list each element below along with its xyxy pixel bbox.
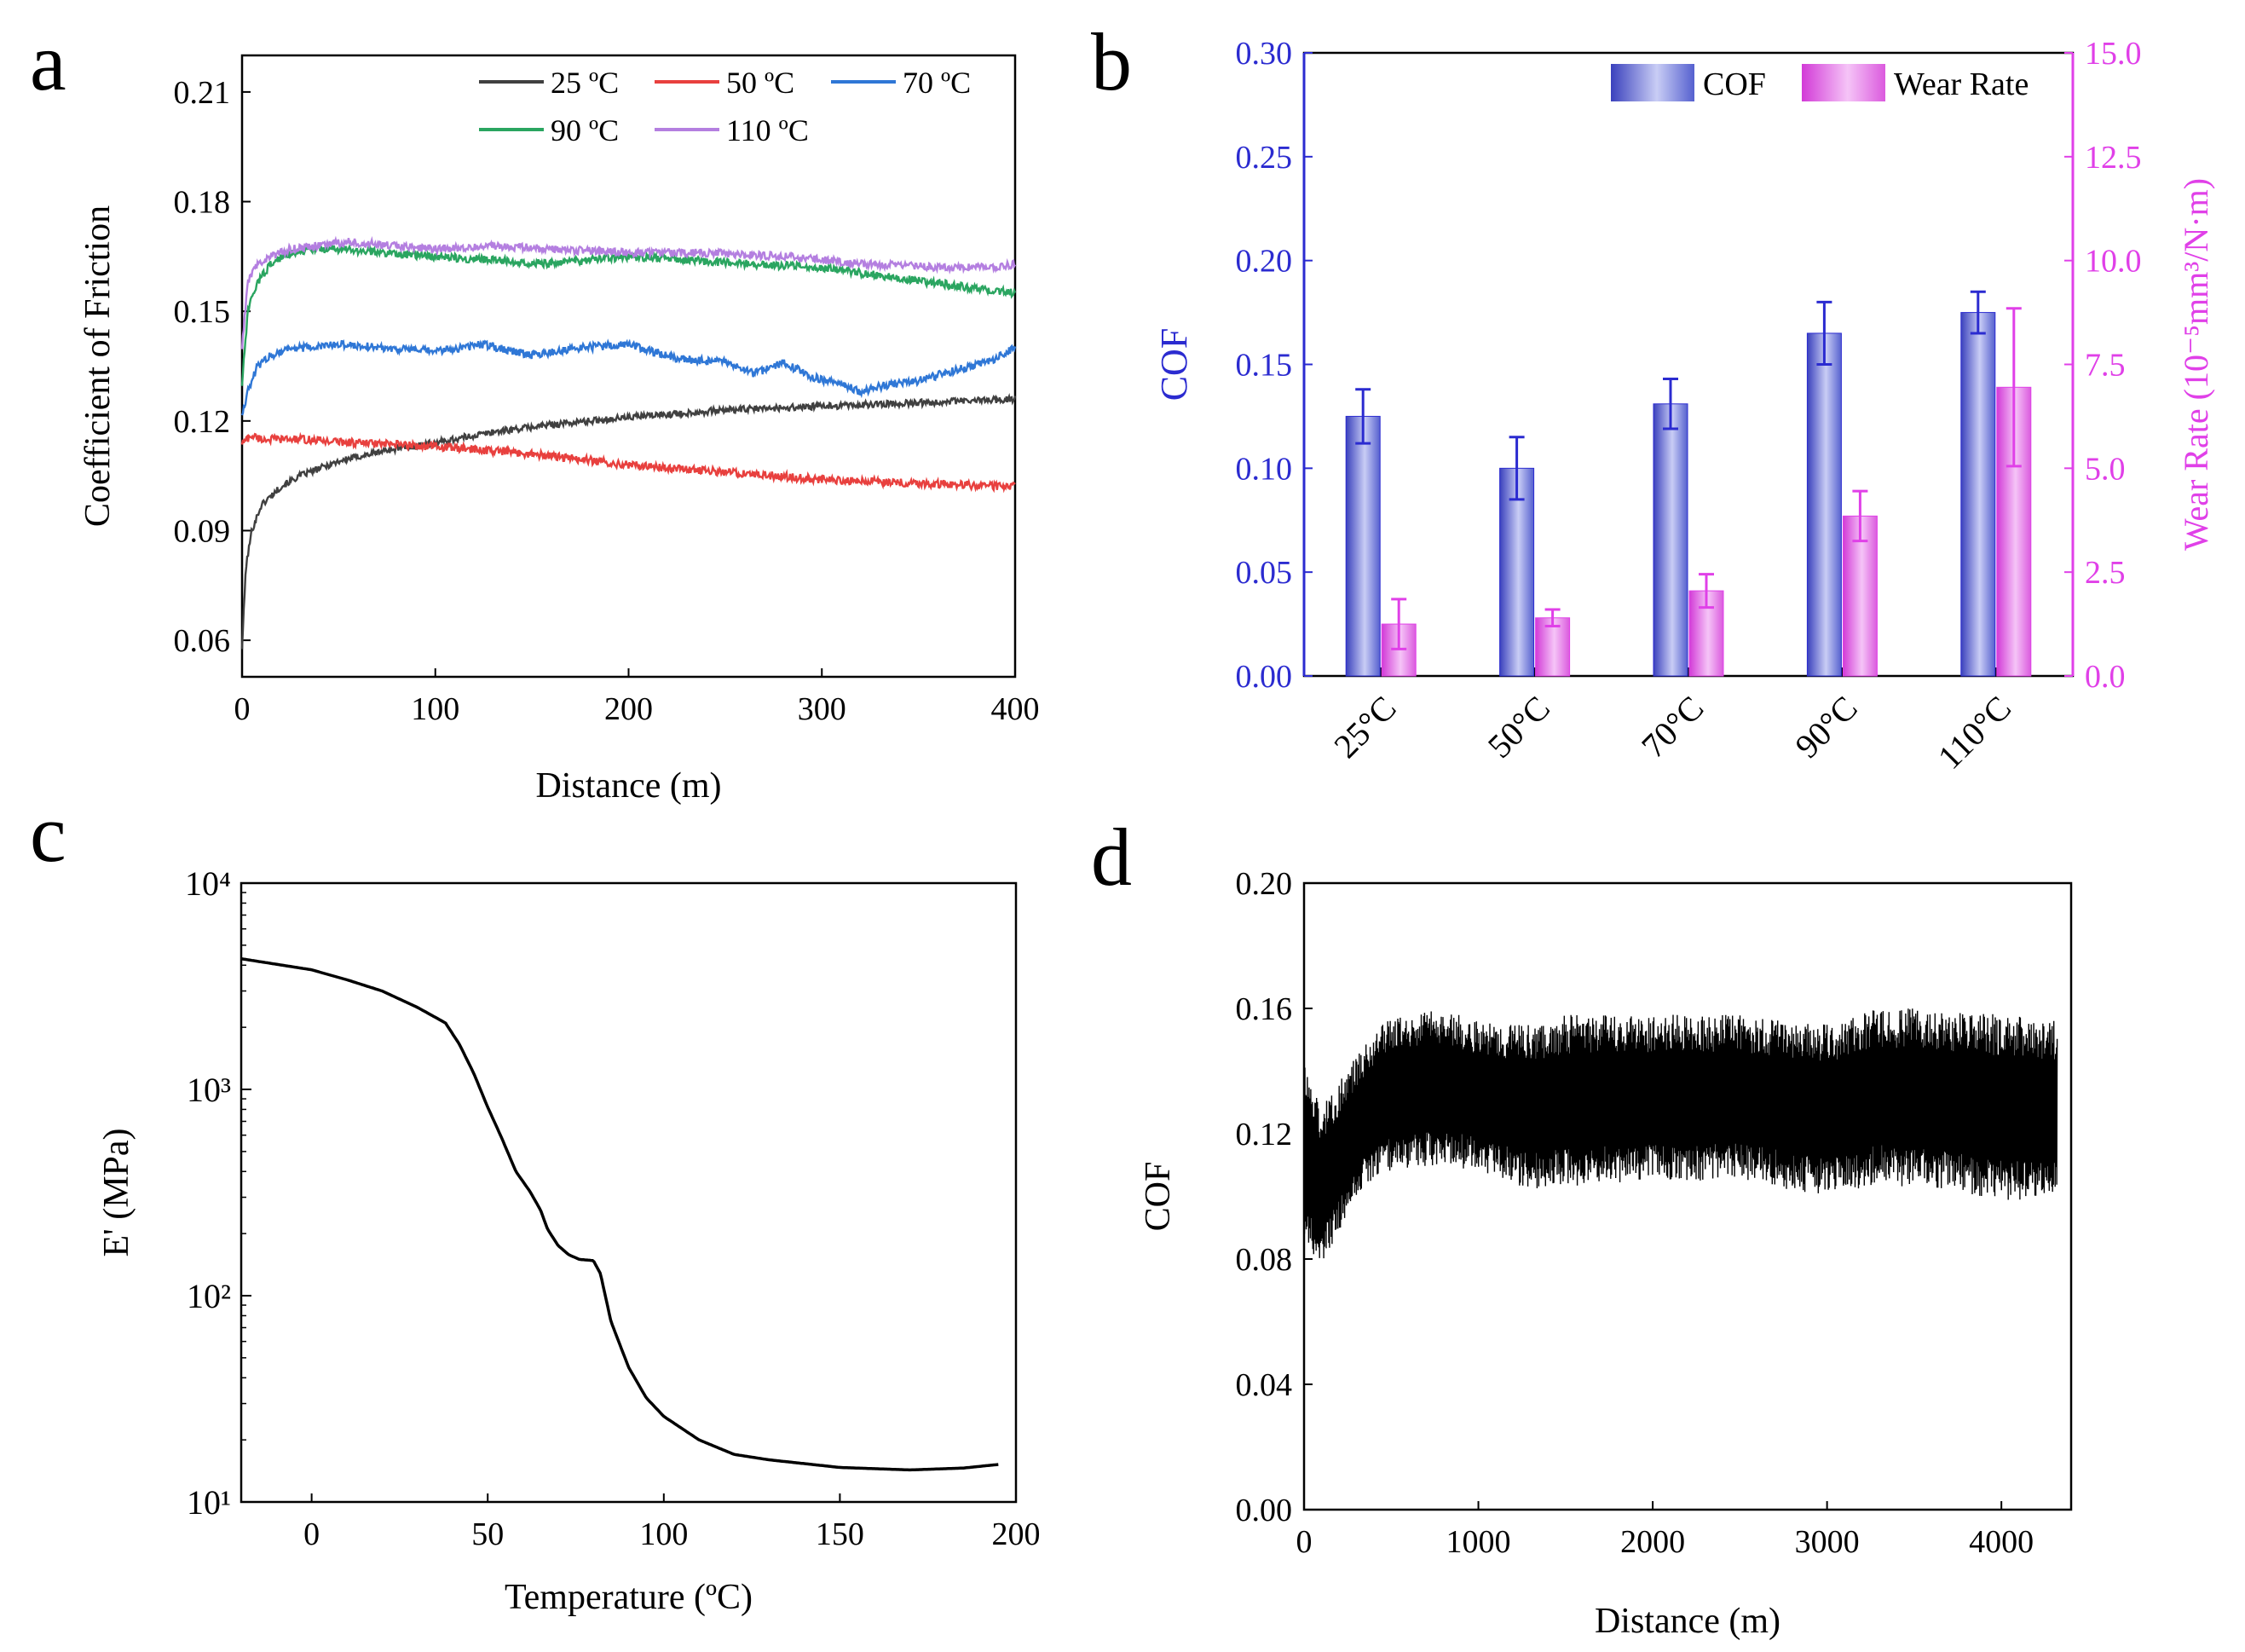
- panel-c-x-tick-label: 50: [471, 1516, 504, 1552]
- panel-label-a: a: [30, 16, 66, 107]
- panel-a-x-tick-label: 200: [604, 691, 653, 727]
- panel-a-legend-label-3: 90 ºC: [551, 113, 619, 147]
- panel-c-y-tick-label: 10¹: [187, 1483, 231, 1522]
- panel-a-series-line-1: [240, 431, 1016, 494]
- panel-c-y-tick-label: 10⁴: [185, 864, 231, 903]
- panel-b-bar-cof: [1960, 312, 1996, 677]
- panel-b-bar-wear-rate: [1535, 617, 1571, 677]
- panel-b-y-tick-label: 0.15: [1236, 348, 1293, 384]
- panel-a-series-line-4: [240, 235, 1017, 349]
- panel-d-series-line: [1303, 1008, 2058, 1259]
- panel-a-x-axis-label: Distance (m): [535, 766, 721, 806]
- panel-d-y-tick-label: 0.12: [1236, 1117, 1293, 1152]
- panel-b-bar-cof: [1345, 415, 1381, 677]
- panel-b-y-tick-label: 0.10: [1236, 451, 1293, 487]
- panel-b-x-tick-label: 70°C: [1634, 689, 1711, 765]
- panel-label-c: c: [30, 788, 66, 879]
- panel-a-legend-label-1: 50 ºC: [726, 66, 794, 100]
- panel-b-y2-tick-label: 0.0: [2085, 659, 2126, 695]
- panel-c-x-tick-label: 150: [816, 1516, 864, 1552]
- panel-b-y-tick-label: 0.25: [1236, 140, 1293, 176]
- panel-d-y-axis-label: COF: [1139, 1162, 1178, 1232]
- panel-b-bar-cof: [1806, 332, 1842, 677]
- panel-a-y-tick-label: 0.21: [174, 75, 231, 111]
- panel-a-y-tick-label: 0.09: [174, 513, 231, 549]
- panel-b-chart: 0.00 0.05 0.10 0.15 0.20 0.25 0.30 0.0 2.5 5.0 7.5…: [1153, 36, 2215, 777]
- panel-b-legend-swatch-wear-rate: [1802, 64, 1885, 101]
- panel-c-series-line: [240, 956, 999, 1472]
- panel-b-x-tick-label: 90°C: [1787, 689, 1864, 765]
- panel-b-y2-axis-label: Wear Rate (10⁻⁵mm³/N·m): [2177, 178, 2215, 551]
- panel-b-y2-tick-label: 7.5: [2085, 348, 2126, 384]
- panel-d-y-tick-label: 0.08: [1236, 1242, 1293, 1278]
- panel-b-x-tick-label: 25°C: [1326, 689, 1403, 765]
- panel-d-y-tick-label: 0.04: [1236, 1367, 1293, 1403]
- panel-b-y2-tick-label: 15.0: [2085, 36, 2142, 72]
- panel-d-y-tick-label: 0.00: [1236, 1493, 1293, 1528]
- panel-c-plot-frame: [240, 881, 1018, 1504]
- panel-b-y2-tick-label: 12.5: [2085, 140, 2142, 176]
- panel-a-x-tick-label: 300: [798, 691, 846, 727]
- panel-a-plot-frame: [240, 54, 1017, 679]
- panel-b-y-tick-label: 0.30: [1236, 36, 1293, 72]
- panel-b-y2-tick-label: 10.0: [2085, 244, 2142, 280]
- panel-b-y-tick-label: 0.20: [1236, 244, 1293, 280]
- panel-a-series-line-2: [240, 338, 1017, 416]
- panel-d-plot-frame: [1302, 881, 2073, 1511]
- panel-a-legend-label-2: 70 ºC: [903, 66, 971, 100]
- panel-c-chart: 0 50 100 150 200 10¹ 10² 10³ 10⁴ Temperature (ºC)…: [97, 864, 1041, 1617]
- panel-a-x-tick-label: 400: [991, 691, 1040, 727]
- panel-a-x-tick-label: 100: [411, 691, 459, 727]
- panel-b-x-tick-label: 110°C: [1930, 689, 2018, 777]
- panel-b-y2-tick-label: 2.5: [2085, 555, 2126, 591]
- panel-a-series-line-0: [240, 392, 1017, 650]
- panel-label-b: b: [1091, 16, 1132, 107]
- panel-d-x-tick-label: 3000: [1795, 1524, 1860, 1560]
- panel-a-legend-label-0: 25 ºC: [551, 66, 619, 100]
- panel-c-x-tick-label: 200: [992, 1516, 1041, 1552]
- panel-a-y-tick-label: 0.06: [174, 623, 231, 659]
- panel-c-y-tick-label: 10²: [187, 1277, 231, 1315]
- panel-b-y-tick-label: 0.05: [1236, 555, 1293, 591]
- panel-b-legend-label-cof: COF: [1703, 66, 1766, 102]
- panel-b-bar-cof: [1653, 403, 1688, 677]
- panel-b-y2-tick-label: 5.0: [2085, 451, 2126, 487]
- panel-d-chart: 0 1000 2000 3000 4000 0.00 0.04 0.08 0.12 0.16 0.2…: [1139, 866, 2073, 1641]
- panel-d-x-tick-label: 1000: [1446, 1524, 1511, 1560]
- panel-b-plot-frame: [1302, 51, 2075, 678]
- panel-label-d: d: [1091, 812, 1132, 903]
- panel-c-y-tick-label: 10³: [187, 1071, 231, 1109]
- panel-a-x-tick-label: 0: [234, 691, 251, 727]
- panel-b-x-tick-label: 50°C: [1480, 689, 1557, 765]
- panel-d-x-axis-label: Distance (m): [1595, 1602, 1780, 1641]
- panel-b-legend-swatch-cof: [1611, 64, 1694, 101]
- panel-b-legend-label-wear-rate: Wear Rate: [1894, 66, 2029, 102]
- panel-a-chart: 0 100 200 300 400 0.06 0.09 0.12 0.15 0.18 0.21 Dis…: [78, 54, 1040, 806]
- panel-d-y-tick-label: 0.20: [1236, 866, 1293, 902]
- panel-c-x-tick-label: 0: [303, 1516, 320, 1552]
- panel-d-x-tick-label: 4000: [1969, 1524, 2034, 1560]
- panel-d-x-tick-label: 2000: [1620, 1524, 1685, 1560]
- panel-a-legend-label-4: 110 ºC: [726, 113, 809, 147]
- panel-a-y-axis-label: Coefficient of Friction: [78, 205, 118, 527]
- panel-a-y-tick-label: 0.12: [174, 404, 231, 440]
- panel-a-series-line-3: [240, 243, 1017, 386]
- panel-b-y-axis-label: COF: [1153, 328, 1195, 401]
- panel-d-x-tick-label: 0: [1296, 1524, 1313, 1560]
- panel-c-x-tick-label: 100: [639, 1516, 688, 1552]
- panel-a-y-tick-label: 0.15: [174, 294, 231, 330]
- panel-c-x-axis-label: Temperature (ºC): [505, 1578, 753, 1617]
- panel-c-y-axis-label: E' (MPa): [97, 1128, 136, 1256]
- panel-b-y-tick-label: 0.00: [1236, 659, 1293, 695]
- panel-d-y-tick-label: 0.16: [1236, 991, 1293, 1027]
- panel-a-y-tick-label: 0.18: [174, 185, 231, 221]
